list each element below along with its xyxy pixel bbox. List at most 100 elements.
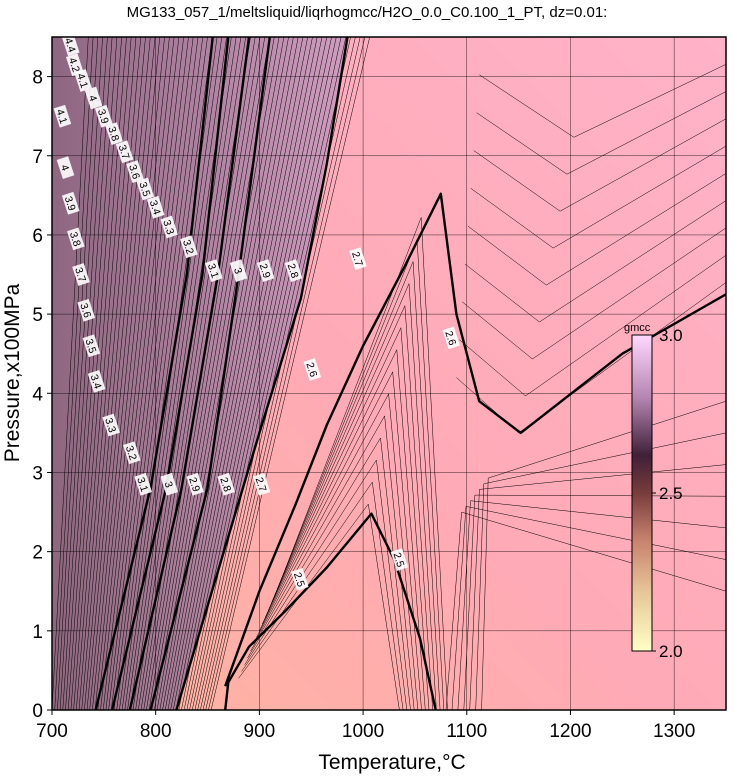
fine-contour-line — [54, 37, 94, 710]
contour-label-text: 4.1 — [53, 108, 69, 126]
fine-contour-line — [116, 37, 204, 710]
fine-contour-line — [268, 283, 437, 710]
contour-label: 3.1 — [205, 259, 223, 282]
contour-label: 3.4 — [147, 195, 165, 219]
contour-label: 3.7 — [116, 140, 134, 164]
fine-contour-line — [102, 37, 180, 710]
contour-label-text: 4.2 — [66, 56, 82, 74]
fine-contour-line — [173, 37, 304, 710]
colorbar-tick-label: 2.0 — [659, 642, 683, 661]
fine-contour-line — [167, 37, 294, 710]
x-axis: 700 800 900 1000 1100 1200 1300 — [36, 710, 695, 742]
x-tick-label: 1000 — [342, 721, 384, 742]
contour-label: 2.6 — [442, 326, 460, 350]
contour-label: 3.4 — [88, 370, 106, 393]
contour-label-text: 2.9 — [257, 262, 273, 280]
y-axis-label: Pressure,x100MPa — [1, 283, 24, 462]
fine-contour-line — [84, 37, 146, 710]
contour-label-text: 2.7 — [349, 250, 365, 268]
contour-label-text: 3.2 — [123, 444, 139, 462]
fine-contour-line — [464, 200, 726, 323]
fine-contour-line — [148, 37, 261, 710]
contour-label-text: 2.5 — [291, 571, 307, 589]
fine-contour-line — [238, 503, 400, 710]
contour-label-text: 3.4 — [88, 373, 104, 391]
colorbar-unit: gmcc — [624, 322, 651, 334]
contour-label-text: 3.9 — [62, 195, 78, 213]
contour-label-text: 3.7 — [116, 143, 132, 161]
fine-contour-line — [259, 348, 426, 710]
contour-label-text: 3 — [162, 480, 175, 489]
fine-contour-line — [262, 326, 430, 710]
contour-label: 3.7 — [72, 263, 90, 286]
contour-2.9 — [128, 37, 251, 710]
x-tick-label: 1300 — [653, 721, 695, 742]
y-tick-label: 0 — [32, 701, 43, 722]
colorbar-ramp — [631, 334, 653, 652]
x-tick-label: 700 — [36, 721, 68, 742]
fine-contour-line — [59, 37, 103, 710]
contour-label: 2.9 — [257, 259, 275, 282]
contour-label: 3.8 — [105, 122, 123, 145]
chart-title: MG133_057_1/meltsliquid/liqrhogmcc/H2O_0… — [127, 4, 608, 21]
y-tick-label: 4 — [32, 384, 43, 405]
contour-label: 2.9 — [186, 472, 204, 496]
fine-contour-line — [241, 481, 404, 710]
colorbar: gmcc 3.0 2.5 2.0 — [624, 322, 683, 661]
fine-contour-line — [105, 37, 184, 710]
fine-contour-line — [164, 37, 289, 710]
fine-contour-line — [170, 37, 299, 710]
fine-contour-line — [140, 37, 246, 710]
fine-contour-line — [143, 37, 251, 710]
colorbar-tick-label: 3.0 — [659, 326, 683, 345]
fine-contour-line — [86, 37, 151, 710]
fine-contour-line — [200, 37, 351, 710]
contour-labels: 2.5 2.5 2.6 2.6 2.7 2.7 2.8 2.8 2.9 2.9 3 3 3.1 3.1 3.… — [53, 37, 460, 591]
contour-label: 3 — [160, 472, 178, 496]
x-tick-label: 800 — [140, 721, 172, 742]
contour-label: 2.8 — [217, 472, 235, 496]
fine-contour-line — [462, 227, 726, 360]
fine-contour-lines — [52, 37, 726, 710]
contour-label: 2.5 — [390, 548, 409, 571]
contour-label: 3.2 — [123, 441, 141, 465]
contour-label-text: 3.8 — [67, 230, 83, 248]
contour-label: 3.3 — [102, 413, 120, 437]
contour-label: 3.9 — [62, 191, 80, 215]
contour-label-text: 3 — [231, 266, 244, 275]
plot-frame — [51, 36, 727, 711]
fine-contour-line — [111, 37, 194, 710]
contour-2.5 — [224, 512, 437, 710]
fine-contour-line — [197, 37, 347, 710]
contour-label-text: 3.7 — [72, 266, 88, 284]
fine-contour-line — [92, 37, 161, 710]
fine-contour-line — [94, 37, 165, 710]
fine-contour-line — [113, 37, 199, 710]
fine-contour-line — [121, 37, 213, 710]
colorbar-tick-label: 2.5 — [659, 484, 683, 503]
contour-label-text: 3.5 — [82, 337, 98, 355]
fine-contour-line — [151, 37, 266, 710]
fine-contour-line — [459, 254, 726, 397]
fine-contour-line — [205, 37, 361, 710]
y-tick-label: 8 — [32, 68, 43, 89]
contour-label: 2.7 — [349, 247, 367, 271]
contour-label-text: 2.7 — [253, 476, 269, 494]
contour-label-text: 4.1 — [74, 72, 90, 90]
fine-contour-line — [154, 37, 270, 710]
y-tick-label: 5 — [32, 305, 43, 326]
contour-label: 3.5 — [82, 334, 101, 358]
fine-contour-line — [183, 37, 323, 710]
contour-label-text: 3.4 — [147, 199, 163, 217]
contour-label: 3.5 — [136, 177, 155, 201]
fine-contour-line — [476, 91, 726, 175]
contour-label: 4.2 — [66, 53, 84, 77]
x-tick-label: 1100 — [446, 721, 487, 742]
fine-contour-line — [210, 37, 370, 710]
contour-3.1 — [94, 37, 214, 710]
contour-label-text: 3.2 — [180, 238, 196, 256]
y-axis: 0 1 2 3 4 5 6 7 8 — [32, 68, 52, 722]
contour-label: 2.8 — [285, 259, 303, 282]
fine-contour-line — [175, 37, 308, 710]
fine-contour-line — [108, 37, 189, 710]
